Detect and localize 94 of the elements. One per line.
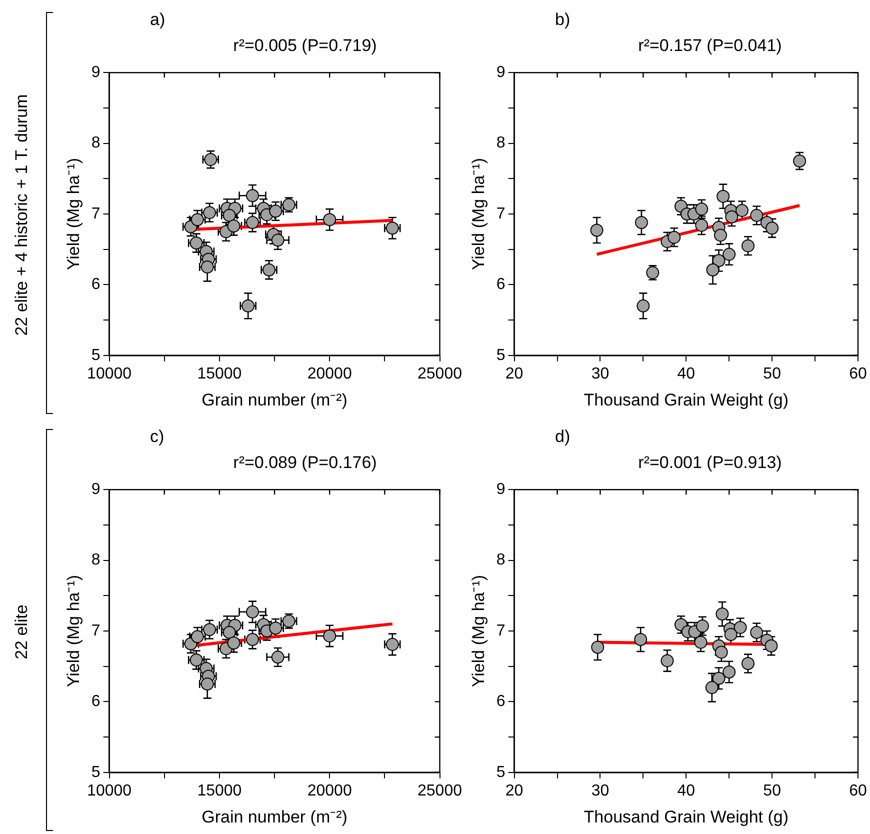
x-tick-label: 10000 — [87, 365, 132, 382]
y-tick-label: 8 — [496, 552, 506, 569]
point — [742, 239, 755, 252]
chart-title: r²=0.157 (P=0.041) — [637, 36, 783, 56]
y-tick-label: 8 — [91, 134, 100, 152]
point — [734, 620, 747, 634]
point — [246, 189, 259, 202]
point — [724, 628, 738, 642]
y-tick-label: 6 — [91, 693, 100, 710]
point — [766, 222, 779, 235]
x-tick-label: 60 — [849, 365, 867, 382]
y-axis-title: Yield (Mg ha⁻¹) — [468, 158, 488, 270]
y-tick-label: 6 — [496, 693, 506, 710]
x-tick-label: 10000 — [87, 782, 132, 800]
x-tick-label: 20000 — [307, 365, 352, 382]
chart-title: r²=0.005 (P=0.719) — [232, 36, 378, 56]
x-tick-label: 50 — [763, 365, 782, 382]
point — [271, 234, 284, 247]
point — [764, 639, 778, 652]
point — [634, 216, 648, 229]
text: 22 elite — [12, 604, 32, 660]
x-axis-title: Grain number (m⁻²) — [202, 390, 348, 410]
chart-title: r²=0.089 (P=0.176) — [232, 453, 378, 473]
point — [722, 666, 736, 679]
point — [636, 299, 650, 312]
point — [696, 620, 709, 633]
y-tick-label: 5 — [91, 764, 100, 781]
y-tick-label: 8 — [496, 134, 506, 152]
point — [725, 210, 738, 224]
point — [246, 605, 259, 618]
y-tick-label: 9 — [496, 481, 506, 498]
text: a) — [150, 10, 166, 30]
x-tick-label: 40 — [677, 782, 696, 800]
point — [634, 632, 648, 646]
x-axis-title: Thousand Grain Weight (g) — [584, 390, 789, 410]
y-tick-label: 7 — [496, 205, 506, 222]
y-tick-label: 6 — [91, 276, 100, 294]
x-tick-label: 30 — [591, 782, 610, 800]
point — [714, 646, 728, 659]
x-tick-label: 20 — [505, 782, 524, 800]
y-axis-title: Yield (Mg ha⁻¹) — [468, 574, 488, 688]
point — [736, 204, 748, 217]
x-tick-label: 20000 — [307, 782, 352, 800]
point — [712, 672, 726, 685]
y-tick-label: 9 — [91, 481, 100, 498]
x-tick-label: 25000 — [418, 365, 462, 382]
point — [716, 608, 729, 621]
point — [660, 654, 674, 668]
y-tick-label: 5 — [496, 764, 506, 781]
y-tick-label: 6 — [496, 276, 506, 294]
point — [722, 248, 736, 261]
point — [793, 154, 806, 168]
x-tick-label: 15000 — [197, 365, 242, 382]
chart-title: r²=0.001 (P=0.913) — [637, 453, 783, 473]
x-tick-label: 40 — [677, 365, 696, 382]
point — [323, 213, 336, 226]
x-tick-label: 60 — [849, 782, 867, 800]
x-tick-label: 15000 — [197, 782, 242, 800]
point — [714, 228, 728, 242]
y-tick-label: 8 — [91, 552, 100, 569]
y-tick-label: 5 — [91, 346, 100, 364]
x-tick-label: 30 — [591, 365, 610, 382]
y-tick-label: 7 — [91, 622, 100, 640]
point — [716, 190, 730, 203]
point — [705, 681, 718, 694]
text: d) — [555, 427, 570, 447]
x-tick-label: 25000 — [418, 782, 462, 800]
point — [706, 263, 720, 276]
text: 22 elite + 4 historic + 1 T. durum — [12, 94, 32, 336]
point — [590, 224, 604, 237]
y-axis-title: Yield (Mg ha⁻¹) — [64, 574, 83, 688]
point — [323, 629, 336, 642]
x-axis-title: Thousand Grain Weight (g) — [584, 807, 789, 826]
y-axis-title: Yield (Mg ha⁻¹) — [64, 158, 83, 270]
point — [668, 230, 681, 244]
x-tick-label: 50 — [763, 782, 782, 800]
x-axis-title: Grain number (m⁻²) — [202, 807, 348, 826]
point — [712, 254, 726, 268]
point — [591, 640, 604, 654]
point — [695, 202, 708, 216]
point — [750, 208, 764, 222]
point — [750, 626, 764, 639]
y-tick-label: 9 — [91, 64, 100, 82]
y-tick-label: 5 — [496, 346, 506, 364]
y-tick-label: 7 — [91, 205, 100, 222]
text: b) — [555, 10, 570, 30]
point — [695, 218, 708, 232]
y-tick-label: 7 — [496, 622, 506, 640]
x-tick-label: 20 — [505, 365, 524, 382]
point — [742, 657, 755, 670]
text: c) — [150, 427, 164, 447]
point — [694, 636, 708, 649]
point — [271, 650, 284, 664]
y-tick-label: 9 — [496, 64, 506, 82]
